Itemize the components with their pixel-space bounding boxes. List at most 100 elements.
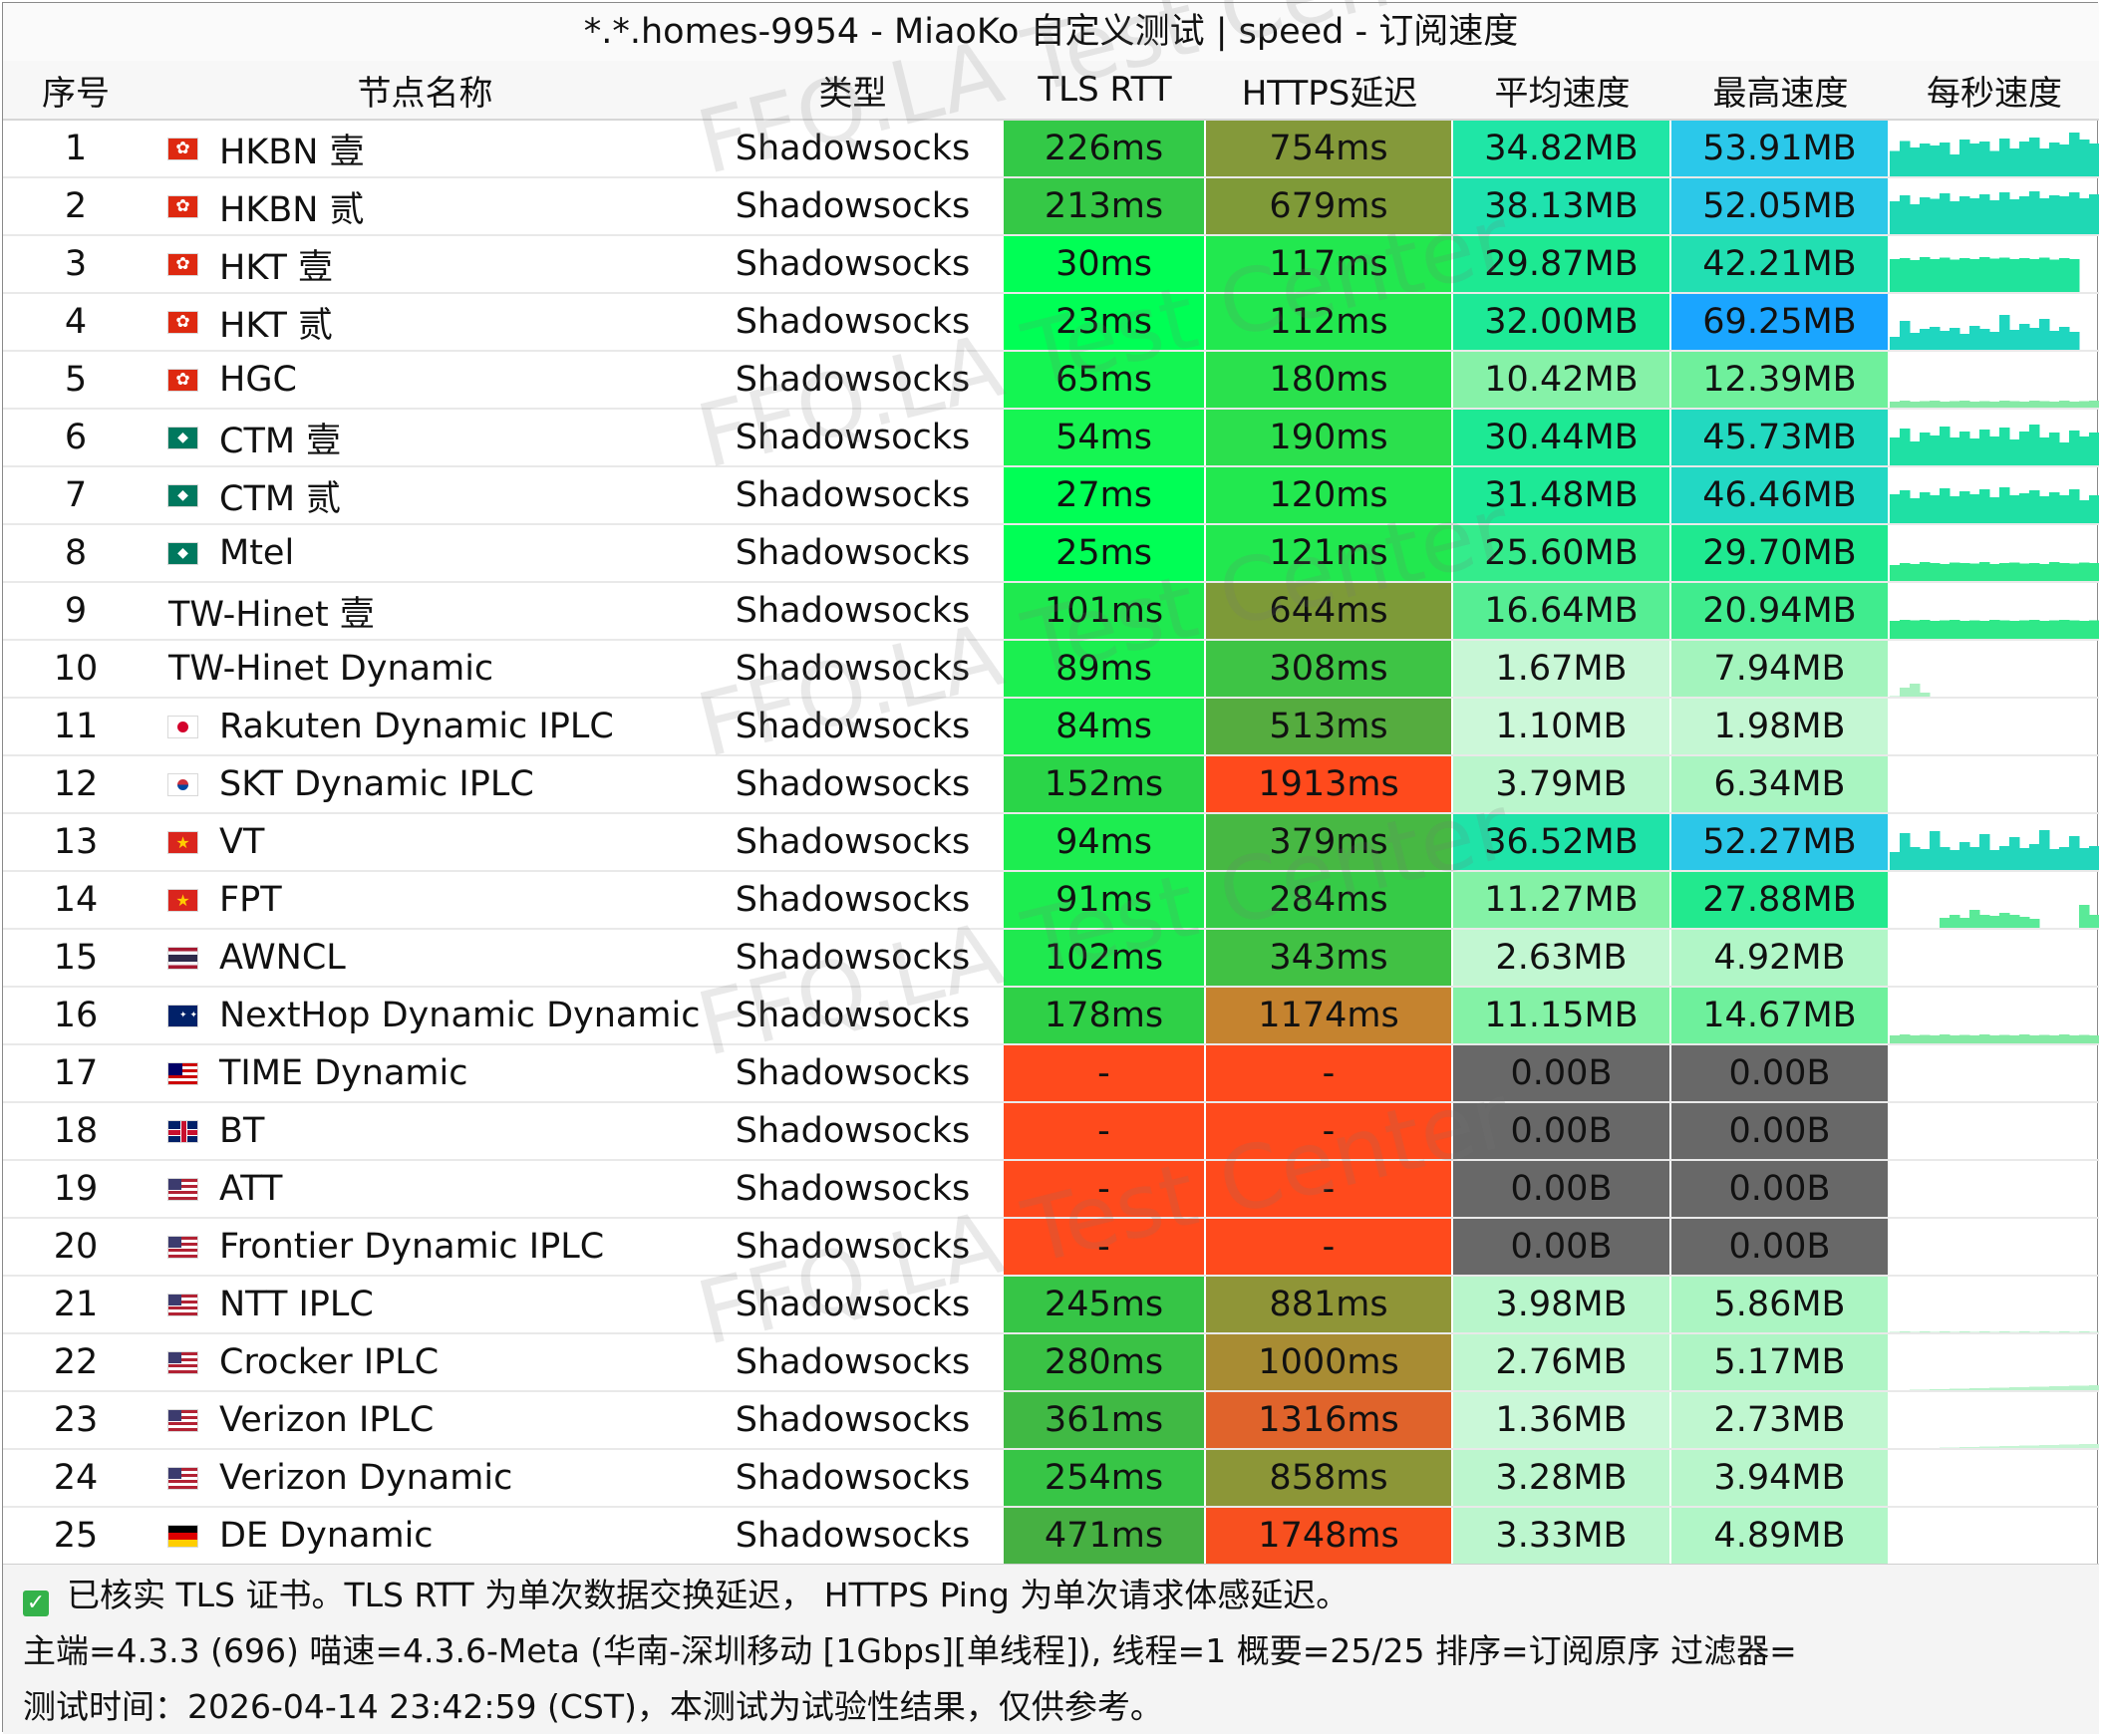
- speed-sample-bar: [2039, 564, 2050, 581]
- speed-sample-bar: [1930, 259, 1941, 292]
- tls-rtt-value: 25ms: [1004, 525, 1206, 581]
- speed-sample-bar: [2039, 1331, 2050, 1332]
- node-type: Shadowsocks: [735, 129, 971, 168]
- speed-sample-bar: [1989, 916, 2000, 928]
- node-type: Shadowsocks: [735, 1400, 971, 1440]
- flag-th-icon: [168, 947, 197, 969]
- speed-sample-bar: [2049, 1445, 2060, 1448]
- flag-de-icon: [168, 1525, 197, 1547]
- max-speed-value: 0.00B: [1671, 1219, 1890, 1275]
- table-row[interactable]: 24 Verizon Dynamic Shadowsocks 254ms 858ms 3.…: [3, 1450, 2099, 1508]
- speed-sparkline: [1940, 1444, 2099, 1448]
- speed-sample-bar: [1950, 1388, 1960, 1390]
- speed-sample-bar: [2079, 1034, 2090, 1043]
- table-row[interactable]: 21 NTT IPLC Shadowsocks 245ms 881ms 3.98MB 5.8…: [3, 1277, 2099, 1334]
- speed-sample-bar: [1910, 684, 1921, 697]
- table-row[interactable]: 19 ATT Shadowsocks - -0.00B 0.00B: [3, 1161, 2099, 1219]
- table-row[interactable]: 17 TIME Dynamic Shadowsocks - -0.00B 0.00B: [3, 1045, 2099, 1103]
- node-type: Shadowsocks: [735, 1169, 971, 1209]
- table-row[interactable]: 18 BT Shadowsocks - -0.00B 0.00B: [3, 1103, 2099, 1161]
- speed-sample-bar: [1979, 1034, 1990, 1043]
- flag-hk-icon: [168, 368, 197, 392]
- node-name-cell: FPT: [149, 872, 702, 928]
- speed-sparkline: [1890, 191, 2099, 234]
- speed-sample-bar: [2089, 620, 2099, 639]
- speed-sample-bar: [2069, 1444, 2080, 1448]
- speed-sample-bar: [1989, 1387, 2000, 1390]
- speed-sample-bar: [2029, 1386, 2040, 1390]
- table-row[interactable]: 12 SKT Dynamic IPLC Shadowsocks 152ms 1913ms…: [3, 756, 2099, 814]
- table-row[interactable]: 25 DE Dynamic Shadowsocks 471ms 1748ms 3.33MB…: [3, 1508, 2099, 1566]
- speed-sample-bar: [1900, 620, 1911, 639]
- speed-sample-bar: [1890, 852, 1901, 870]
- speed-sample-bar: [1940, 620, 1951, 639]
- speed-sample-bar: [1979, 621, 1990, 639]
- node-name-cell: HKBN 壹: [149, 121, 702, 176]
- row-index: 16: [53, 996, 99, 1035]
- speed-sparkline: [1910, 1385, 2099, 1390]
- per-second-speed-chart: [1890, 583, 2099, 639]
- speed-sample-bar: [1910, 847, 1921, 870]
- table-row[interactable]: 23 Verizon IPLC Shadowsocks 361ms 1316ms 1.36…: [3, 1392, 2099, 1450]
- node-name-cell: HKT 贰: [149, 294, 702, 350]
- speed-sample-bar: [2009, 837, 2020, 870]
- table-row[interactable]: 10 TW-Hinet Dynamic Shadowsocks 89ms 308ms 1.…: [3, 641, 2099, 699]
- node-type: Shadowsocks: [735, 418, 971, 457]
- speed-sample-bar: [2069, 489, 2080, 523]
- header-avg-speed[interactable]: 平均速度: [1494, 73, 1631, 114]
- speed-sample-bar: [1920, 1034, 1931, 1043]
- header-max-speed[interactable]: 最高速度: [1712, 73, 1849, 114]
- speed-sample-bar: [1900, 1331, 1911, 1332]
- flag-my-icon: [168, 1062, 197, 1084]
- tls-rtt-value: 213ms: [1004, 178, 1206, 234]
- speed-sample-bar: [1999, 315, 2010, 350]
- flag-us-icon: [168, 1178, 197, 1200]
- https-latency-value: 1748ms: [1206, 1508, 1453, 1564]
- table-row[interactable]: 16 NextHop Dynamic Dynamic Shadowsocks 178m…: [3, 988, 2099, 1045]
- https-latency-value: 644ms: [1206, 583, 1453, 639]
- speed-sample-bar: [1950, 496, 1960, 523]
- node-type: Shadowsocks: [735, 533, 971, 573]
- max-speed-value: 29.70MB: [1671, 525, 1890, 581]
- speed-sparkline: [1890, 401, 2099, 408]
- table-row[interactable]: 9 TW-Hinet 壹 Shadowsocks 101ms 644ms 16.64MB 2…: [3, 583, 2099, 641]
- table-row[interactable]: 2 HKBN 贰 Shadowsocks 213ms679ms38.13MB52.05…: [3, 178, 2099, 236]
- table-row[interactable]: 20 Frontier Dynamic IPLC Shadowsocks - -0.00…: [3, 1219, 2099, 1277]
- speed-sample-bar: [1969, 910, 1980, 928]
- header-type[interactable]: 类型: [818, 73, 887, 114]
- table-row[interactable]: 11 Rakuten Dynamic IPLC Shadowsocks 84ms 513…: [3, 699, 2099, 756]
- table-row[interactable]: 1 HKBN 壹 Shadowsocks 226ms754ms34.82MB53.91…: [3, 121, 2099, 178]
- speed-sample-bar: [1910, 1035, 1921, 1043]
- https-latency-value: 284ms: [1206, 872, 1453, 928]
- speed-sample-bar: [2079, 562, 2090, 581]
- speed-sample-bar: [2019, 917, 2030, 928]
- header-node-name[interactable]: 节点名称: [357, 73, 493, 114]
- header-tls-rtt[interactable]: TLS RTT: [1038, 70, 1172, 110]
- speed-sample-bar: [2009, 199, 2020, 234]
- table-row[interactable]: 15 AWNCL Shadowsocks 102ms 343ms 2.63MB 4.92MB: [3, 930, 2099, 988]
- tls-rtt-value: 102ms: [1004, 930, 1206, 986]
- header-https-latency[interactable]: HTTPS延迟: [1241, 73, 1418, 114]
- https-latency-value: -: [1206, 1103, 1453, 1159]
- speed-sample-bar: [2059, 196, 2070, 234]
- speed-sample-bar: [1930, 1389, 1941, 1390]
- header-index[interactable]: 序号: [42, 73, 110, 114]
- footer-info: ✓ 已核实 TLS 证书。TLS RTT 为单次数据交换延迟， HTTPS Pin…: [3, 1564, 2099, 1734]
- node-name-cell: CTM 壹: [149, 410, 702, 465]
- per-second-speed-chart: [1890, 814, 2099, 870]
- table-row[interactable]: 22 Crocker IPLC Shadowsocks 280ms 1000ms 2.76…: [3, 1334, 2099, 1392]
- speed-sample-bar: [1890, 621, 1901, 639]
- node-name-cell: NextHop Dynamic Dynamic: [149, 988, 702, 1043]
- speed-sample-bar: [2049, 433, 2060, 465]
- header-per-second-speed[interactable]: 每秒速度: [1927, 73, 2062, 114]
- node-name: NTT IPLC: [219, 1285, 374, 1324]
- speed-sample-bar: [2009, 259, 2020, 292]
